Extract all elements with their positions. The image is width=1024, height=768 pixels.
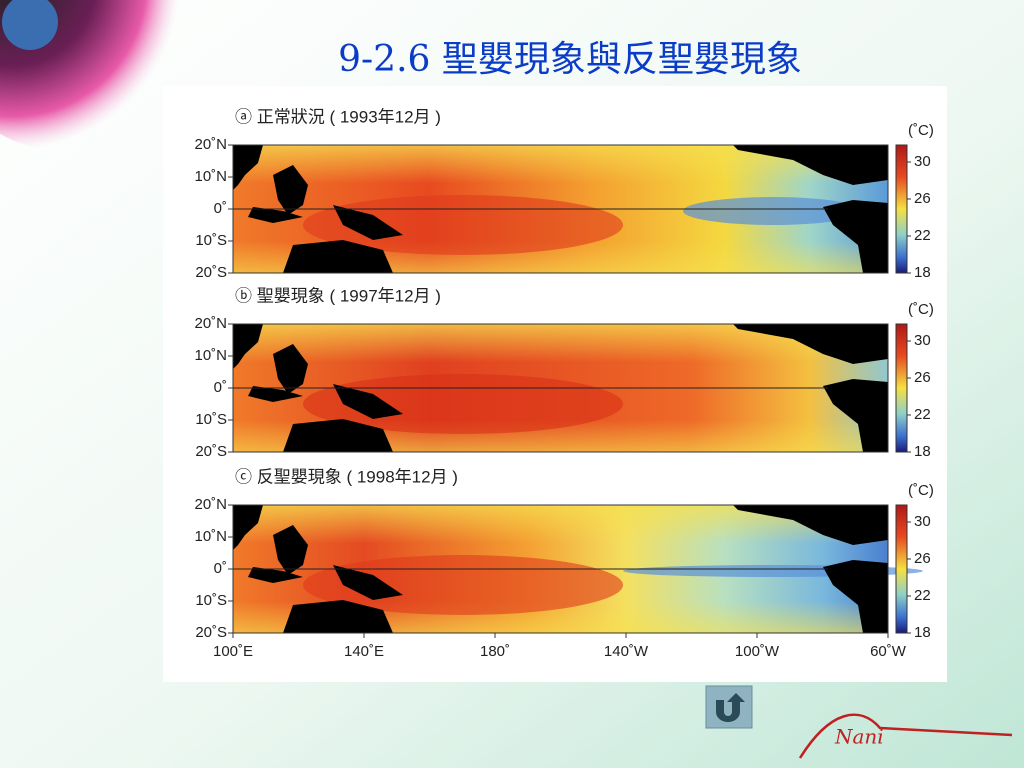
colorbar-tick-label: 18 [914, 443, 931, 460]
logo-swoosh [798, 713, 1013, 759]
land [248, 207, 303, 223]
land [273, 525, 308, 575]
lat-label: 20˚S [195, 624, 227, 641]
colorbar-tick-label: 18 [914, 264, 931, 281]
lat-label: 0˚ [214, 200, 227, 217]
colorbar-tick-label: 26 [914, 190, 931, 207]
land [248, 567, 303, 583]
land [233, 324, 263, 369]
map-panel: ⓑ 聖嬰現象 ( 1997年12月 ) 20˚N 10˚N 0˚ 10˚S 20˚S (˚C… [194, 286, 933, 459]
land [233, 505, 263, 550]
land [333, 565, 403, 600]
land [733, 145, 888, 185]
colorbar [895, 323, 908, 453]
lat-label: 20˚S [195, 264, 227, 281]
lon-label: 100˚E [213, 643, 253, 660]
land [733, 324, 888, 364]
lat-label: 0˚ [214, 560, 227, 577]
lat-label: 20˚N [194, 136, 227, 153]
lat-label: 10˚N [194, 347, 227, 364]
lon-label: 180˚ [480, 643, 510, 660]
panel-label: ⓒ 反聖嬰現象 ( 1998年12月 ) [235, 467, 458, 486]
panel-label: ⓐ 正常狀況 ( 1993年12月 ) [235, 107, 441, 126]
lon-label: 60˚W [870, 643, 907, 660]
colorbar-tick-label: 18 [914, 624, 931, 641]
lat-label: 20˚S [195, 443, 227, 460]
colorbar-tick-label: 30 [914, 513, 931, 530]
colorbar-unit: (˚C) [908, 122, 934, 139]
colorbar-tick-label: 30 [914, 153, 931, 170]
land [823, 560, 888, 633]
land [823, 379, 888, 452]
cold-tongue [683, 197, 863, 225]
colorbar-tick-label: 22 [914, 587, 931, 604]
land [333, 384, 403, 419]
slide-title: 9-2.6 聖嬰現象與反聖嬰現象 [338, 39, 802, 80]
land [733, 505, 888, 545]
lat-label: 10˚S [195, 411, 227, 428]
land [333, 205, 403, 240]
map-panel: ⓐ 正常狀況 ( 1993年12月 ) 20˚N 10˚N 0˚ 10˚S 20˚S (˚C… [194, 107, 933, 280]
lon-label: 140˚W [604, 643, 649, 660]
button-arrow[interactable] [716, 693, 745, 722]
colorbar-tick-label: 22 [914, 227, 931, 244]
back-button[interactable] [705, 685, 753, 729]
colorbar [895, 504, 908, 634]
land [248, 386, 303, 402]
panel-label: ⓑ 聖嬰現象 ( 1997年12月 ) [235, 286, 441, 305]
land [273, 344, 308, 394]
land [273, 165, 308, 215]
lat-label: 20˚N [194, 315, 227, 332]
colorbar-unit: (˚C) [908, 482, 934, 499]
land [283, 419, 393, 452]
lat-label: 10˚S [195, 232, 227, 249]
colorbar-tick-label: 22 [914, 406, 931, 423]
warm-pool [303, 195, 623, 255]
land [283, 600, 393, 633]
lon-label: 140˚E [344, 643, 384, 660]
warm-pool [303, 555, 623, 615]
colorbar [895, 144, 908, 274]
map-panel: ⓒ 反聖嬰現象 ( 1998年12月 ) 20˚N 10˚N 0˚ 10˚S 20˚S (˚… [194, 467, 933, 640]
colorbar-unit: (˚C) [908, 301, 934, 318]
earth-icon [2, 0, 58, 50]
lat-label: 0˚ [214, 379, 227, 396]
lat-label: 10˚N [194, 528, 227, 545]
lon-label: 100˚W [735, 643, 780, 660]
figure: ⓐ 正常狀況 ( 1993年12月 ) 20˚N 10˚N 0˚ 10˚S 20˚S (˚C… [194, 107, 933, 659]
warm-pool [303, 374, 623, 434]
land [823, 200, 888, 273]
colorbar-tick-label: 26 [914, 550, 931, 567]
colorbar-tick-label: 26 [914, 369, 931, 386]
logo-text: Nani [834, 725, 884, 749]
land [283, 240, 393, 273]
land [233, 145, 263, 190]
lat-label: 10˚S [195, 592, 227, 609]
lat-label: 10˚N [194, 168, 227, 185]
colorbar-tick-label: 30 [914, 332, 931, 349]
lat-label: 20˚N [194, 496, 227, 513]
